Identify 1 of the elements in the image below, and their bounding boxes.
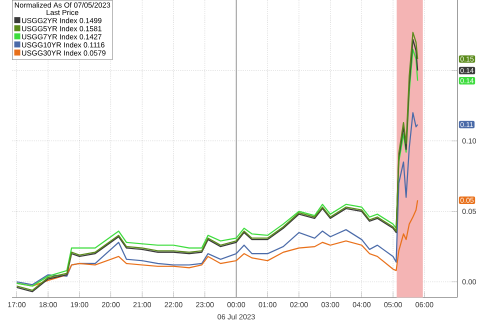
line-series <box>16 112 418 286</box>
